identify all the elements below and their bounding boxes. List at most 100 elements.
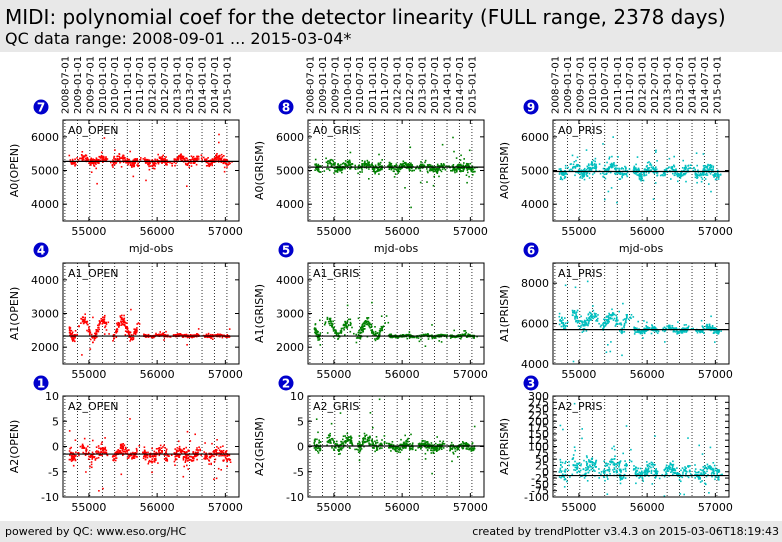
data-point [426, 170, 429, 173]
data-point [467, 333, 470, 335]
data-point [659, 174, 662, 177]
data-point [662, 174, 664, 177]
data-point [648, 161, 650, 163]
data-point [118, 451, 120, 453]
data-point [98, 320, 101, 322]
data-point [621, 175, 623, 178]
data-point [89, 159, 92, 162]
data-point [149, 456, 151, 458]
data-point [153, 164, 155, 166]
data-point [120, 320, 122, 323]
data-point [127, 330, 130, 332]
data-point [73, 454, 76, 456]
data-point [604, 164, 606, 167]
data-point [697, 174, 700, 176]
data-point [610, 166, 613, 169]
data-point [133, 454, 136, 456]
data-point [70, 454, 73, 457]
data-point [404, 434, 406, 437]
data-point [226, 166, 228, 168]
data-point [122, 154, 125, 157]
data-point [212, 159, 215, 161]
data-point [714, 331, 716, 333]
data-point [704, 165, 707, 167]
data-point [610, 162, 613, 165]
data-point [390, 446, 392, 449]
data-point [558, 323, 561, 326]
data-point [719, 174, 722, 176]
data-point [714, 173, 716, 175]
data-point [637, 331, 639, 333]
data-point [640, 174, 643, 176]
data-point [71, 336, 73, 339]
x-tick-label: 56000 [140, 368, 175, 381]
data-point [587, 324, 589, 327]
data-point [575, 165, 577, 167]
data-point [679, 329, 681, 332]
data-point [186, 164, 188, 166]
data-point [635, 171, 638, 174]
data-point [337, 449, 339, 451]
data-point [117, 451, 119, 453]
data-point [228, 459, 231, 461]
data-point [90, 157, 92, 160]
data-point [121, 316, 123, 319]
data-point [317, 339, 319, 341]
data-point [605, 169, 608, 171]
data-point [128, 336, 130, 338]
data-point [175, 451, 178, 454]
data-point [416, 336, 418, 339]
data-point [561, 317, 563, 319]
data-point [99, 159, 102, 162]
data-point [149, 165, 152, 167]
data-point [615, 318, 618, 321]
data-point [687, 325, 690, 328]
data-point [370, 326, 373, 328]
data-point [376, 439, 378, 442]
data-point [427, 338, 430, 340]
data-point [714, 341, 716, 343]
date-tick-label: 2009-01-01 [73, 56, 84, 114]
data-point [366, 335, 369, 338]
data-point [452, 169, 454, 171]
data-point [580, 315, 582, 318]
data-point [218, 449, 221, 451]
data-point [71, 158, 74, 161]
data-point [379, 330, 382, 333]
data-point [115, 331, 118, 334]
data-point [429, 169, 431, 172]
data-point [716, 173, 719, 176]
data-point [577, 325, 580, 327]
data-point [84, 454, 87, 456]
data-point [316, 169, 319, 172]
data-point [470, 450, 472, 452]
data-point [98, 454, 101, 456]
data-point [318, 439, 320, 442]
data-point [72, 456, 74, 459]
data-point [218, 158, 220, 160]
data-point [83, 155, 85, 157]
x-tick-label: 55000 [71, 368, 106, 381]
date-tick-label: 2015-01-01 [712, 56, 723, 114]
data-point [346, 304, 349, 307]
data-point [591, 164, 594, 166]
data-point [132, 451, 134, 454]
data-point [90, 164, 92, 166]
date-tick-label: 2012-01-01 [638, 56, 649, 114]
data-point [604, 177, 607, 180]
data-point [176, 447, 179, 449]
data-point [640, 178, 642, 180]
data-point [329, 161, 332, 164]
data-point [404, 163, 407, 165]
data-point [584, 169, 587, 172]
data-point [130, 164, 133, 167]
data-point [326, 437, 329, 439]
data-point [84, 313, 86, 315]
data-point [406, 164, 408, 167]
data-point [319, 449, 321, 452]
data-point [129, 455, 132, 457]
data-point [673, 165, 676, 168]
data-point [344, 442, 347, 444]
data-point [332, 439, 334, 441]
data-point [643, 168, 646, 170]
